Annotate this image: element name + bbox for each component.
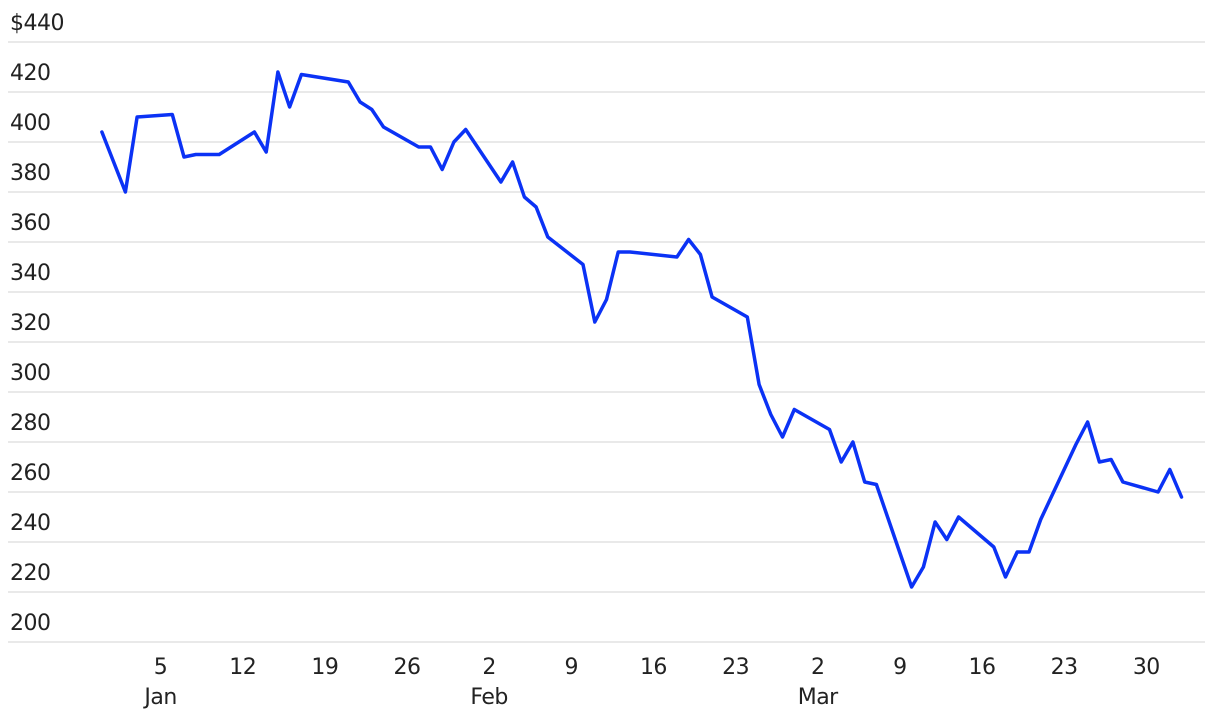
x-tick-label: 12 <box>229 655 256 680</box>
y-tick-label: 220 <box>10 561 51 586</box>
y-tick-label: 360 <box>10 211 51 236</box>
x-tick-label: 16 <box>640 655 667 680</box>
price-line <box>100 70 1184 589</box>
y-tick-label: 300 <box>10 361 51 386</box>
x-tick-label: 30 <box>1133 655 1160 680</box>
y-tick-label: 240 <box>10 511 51 536</box>
y-tick-label: 420 <box>10 61 51 86</box>
x-tick-label: 5 <box>154 655 168 680</box>
x-tick-label: 23 <box>1051 655 1078 680</box>
x-tick-label: 2 <box>811 655 825 680</box>
x-tick-label: 2 <box>482 655 496 680</box>
x-tick-label: 26 <box>394 655 421 680</box>
x-tick-label: 23 <box>722 655 749 680</box>
y-tick-label: 320 <box>10 311 51 336</box>
month-label: Jan <box>142 685 176 710</box>
month-label: Mar <box>798 685 839 710</box>
y-tick-label: 340 <box>10 261 51 286</box>
x-tick-label: 9 <box>893 655 907 680</box>
y-tick-label: 280 <box>10 411 51 436</box>
y-tick-label: 400 <box>10 111 51 136</box>
y-tick-label: 260 <box>10 461 51 486</box>
month-label: Feb <box>470 685 507 710</box>
y-tick-label: 200 <box>10 611 51 636</box>
x-tick-label: 9 <box>565 655 579 680</box>
x-tick-label: 16 <box>969 655 996 680</box>
y-tick-label: $440 <box>10 11 64 36</box>
y-tick-label: 380 <box>10 161 51 186</box>
x-tick-label: 19 <box>311 655 338 680</box>
